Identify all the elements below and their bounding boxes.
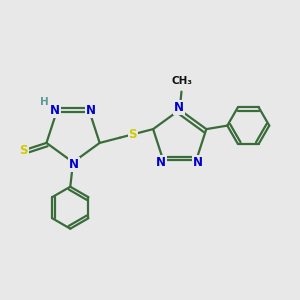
Text: S: S (20, 144, 28, 157)
Text: N: N (193, 156, 203, 169)
Text: H: H (40, 97, 49, 107)
Text: N: N (50, 104, 60, 117)
Text: S: S (129, 128, 137, 141)
Text: N: N (156, 156, 166, 169)
Text: N: N (174, 101, 184, 114)
Text: CH₃: CH₃ (172, 76, 193, 86)
Text: N: N (69, 158, 79, 171)
Text: N: N (86, 104, 96, 117)
